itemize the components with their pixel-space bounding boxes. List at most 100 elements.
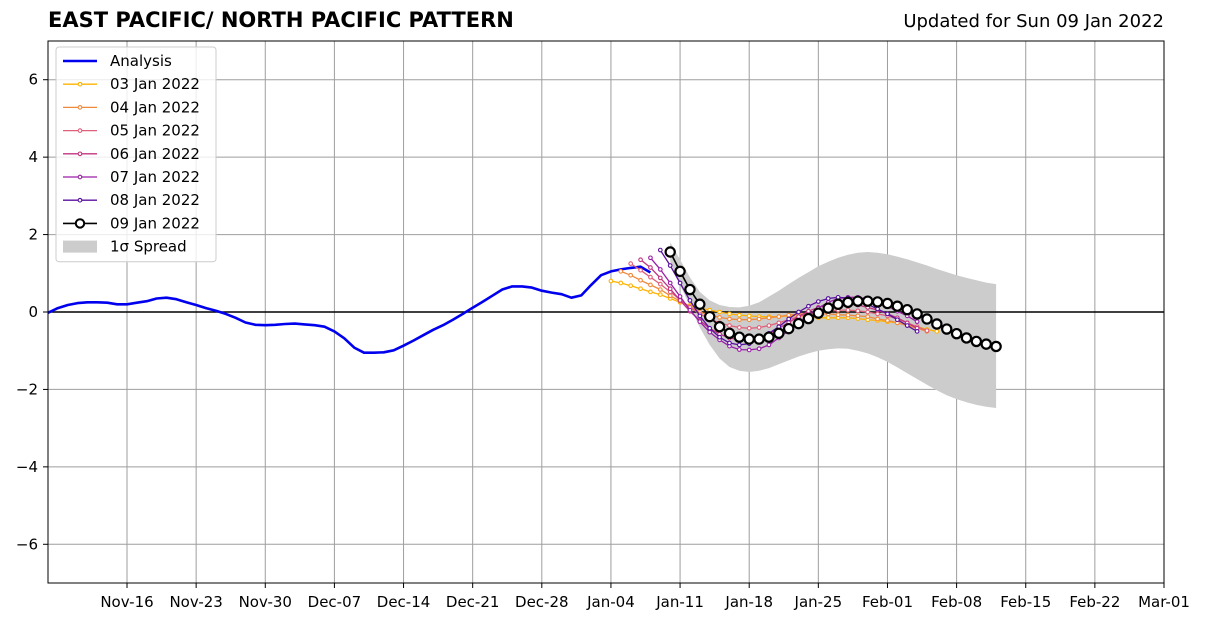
forecast-point — [832, 298, 844, 310]
forecast-point — [845, 307, 851, 313]
legend-marker — [77, 128, 83, 133]
forecast-point — [657, 267, 663, 272]
spread-band — [670, 242, 997, 408]
legend-marker — [77, 105, 83, 110]
chart-title: EAST PACIFIC/ NORTH PACIFIC PATTERN — [48, 8, 514, 32]
forecast-point — [628, 272, 634, 278]
x-tick-label: Jan-04 — [586, 593, 635, 611]
forecast-point — [792, 317, 805, 330]
forecast-point — [648, 274, 653, 280]
x-tick-label: Nov-16 — [100, 593, 153, 611]
forecast-point — [921, 313, 933, 325]
forecast-point — [687, 298, 693, 303]
analysis-line — [47, 265, 652, 355]
legend-box — [55, 46, 217, 263]
forecast-point — [727, 323, 732, 328]
x-tick-label: Dec-28 — [515, 593, 569, 611]
forecast-point — [657, 247, 663, 253]
y-tick-label: 0 — [28, 303, 38, 321]
forecast-point — [914, 319, 920, 325]
forecast-point — [648, 282, 653, 288]
legend-label: 04 Jan 2022 — [110, 98, 200, 116]
forecast-point — [990, 340, 1002, 353]
forecast-point — [677, 294, 683, 299]
forecast-point — [885, 318, 890, 323]
forecast-point — [664, 246, 676, 258]
forecast-point — [960, 332, 973, 344]
legend-label: 1σ Spread — [110, 238, 187, 256]
forecast-point — [855, 308, 861, 314]
forecast-point — [697, 313, 703, 319]
forecast-point — [756, 325, 762, 330]
forecast-point — [736, 347, 742, 352]
forecast-point — [694, 298, 706, 310]
forecast-point — [736, 342, 742, 348]
legend-item: Analysis — [63, 52, 172, 70]
legend-label: 08 Jan 2022 — [110, 191, 200, 209]
forecast-point — [796, 309, 801, 315]
forecast-point — [674, 265, 686, 278]
forecast-point — [806, 303, 811, 309]
forecast-point — [802, 312, 815, 325]
forecast-point — [667, 293, 673, 299]
series-group — [47, 246, 1002, 355]
forecast-point — [746, 313, 752, 319]
forecast-point — [914, 329, 920, 334]
forecast-point — [904, 323, 910, 328]
legend-label: 07 Jan 2022 — [110, 168, 200, 186]
forecast-point — [855, 313, 861, 319]
forecast-point — [707, 329, 713, 335]
x-tick-label: Nov-23 — [169, 593, 222, 611]
forecast-point — [756, 346, 762, 352]
forecast-point — [786, 316, 792, 322]
legend-item: 04 Jan 2022 — [63, 98, 200, 116]
forecast-point — [736, 325, 742, 330]
forecast-point — [697, 319, 703, 325]
forecast-point — [894, 317, 900, 323]
forecast-point — [618, 280, 624, 286]
forecast-point — [608, 278, 614, 284]
forecast-point — [815, 299, 821, 304]
forecast-point — [657, 281, 663, 287]
legend-item: 06 Jan 2022 — [63, 145, 200, 163]
forecast-point — [713, 321, 726, 333]
legend-item: 09 Jan 2022 — [63, 214, 200, 232]
forecast-point — [825, 315, 831, 321]
forecast-point — [687, 307, 693, 313]
forecast-point — [763, 331, 775, 343]
legend-item: 07 Jan 2022 — [63, 168, 200, 186]
legend-marker — [74, 218, 86, 229]
forecast-point — [746, 347, 752, 353]
forecast-point — [756, 316, 762, 322]
y-tick-label: −6 — [16, 535, 38, 553]
forecast-point — [648, 265, 653, 270]
forecast-point — [746, 317, 752, 323]
forecast-point — [727, 311, 732, 317]
forecast-point — [638, 267, 643, 273]
forecast-point — [657, 292, 663, 297]
forecast-point — [638, 286, 643, 292]
forecast-point — [845, 312, 851, 318]
forecast-point — [865, 314, 871, 319]
forecast-point — [717, 309, 722, 315]
legend-label: 03 Jan 2022 — [110, 75, 200, 93]
forecast-point — [931, 318, 943, 330]
forecast-point — [776, 314, 782, 319]
y-tick-label: 4 — [28, 148, 38, 166]
forecast-point — [703, 310, 716, 323]
forecast-point — [736, 317, 742, 323]
forecast-point — [875, 316, 880, 322]
x-tick-label: Jan-18 — [724, 593, 773, 611]
forecast-point — [924, 328, 930, 333]
forecast-point — [727, 316, 732, 322]
y-tick-label: −4 — [16, 458, 38, 476]
forecast-point — [822, 302, 834, 314]
forecast-point — [875, 306, 880, 312]
x-tick-label: Dec-14 — [377, 593, 431, 611]
forecast-point — [885, 311, 890, 317]
forecast-point — [618, 269, 624, 274]
forecast-point — [743, 333, 755, 345]
forecast-point — [736, 312, 742, 318]
x-tick-label: Nov-30 — [239, 593, 292, 611]
